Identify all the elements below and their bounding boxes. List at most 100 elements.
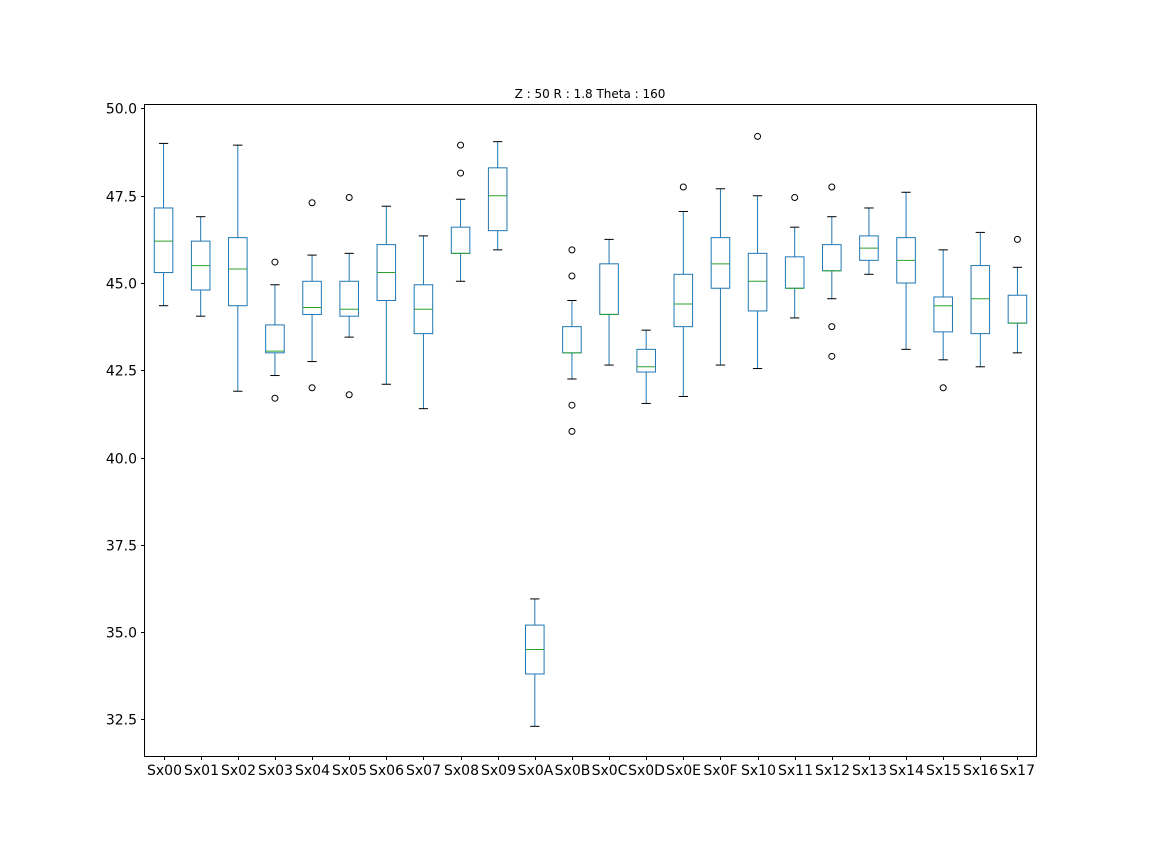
y-tick-label: 42.5 [106, 364, 137, 380]
box-sx0a [525, 598, 545, 727]
y-axis: 32.5 35.0 37.5 40.0 42.5 45.0 47.5 50.0 [106, 102, 145, 729]
outlier-point [754, 132, 762, 140]
y-tick-label: 32.5 [106, 713, 137, 729]
iqr-box [487, 167, 508, 232]
y-tick-label: 37.5 [106, 539, 137, 555]
iqr-box [673, 273, 694, 328]
iqr-box [302, 280, 322, 315]
outlier-point [828, 183, 836, 191]
outlier-point [271, 394, 279, 402]
x-tick-label: Sx17 [1000, 763, 1035, 779]
box-sx10 [747, 132, 768, 370]
iqr-box [562, 326, 582, 354]
y-tick-label: 45.0 [106, 277, 137, 293]
x-tick-label: Sx0C [592, 763, 628, 779]
x-tick-label: Sx16 [963, 763, 998, 779]
x-tick-label: Sx0B [555, 763, 591, 779]
box-sx0c [599, 238, 619, 366]
plot-area [153, 132, 1028, 727]
box-sx04 [302, 199, 322, 392]
x-tick-label: Sx00 [147, 763, 182, 779]
box-sx00 [153, 142, 174, 307]
outlier-point [568, 427, 576, 435]
x-tick-label: Sx08 [444, 763, 479, 779]
iqr-box [784, 256, 805, 289]
x-tick-label: Sx0E [666, 763, 701, 779]
outlier-point [568, 401, 576, 409]
x-tick-label: Sx14 [889, 763, 924, 779]
box-sx17 [1007, 235, 1028, 354]
x-tick-label: Sx06 [369, 763, 404, 779]
iqr-box [599, 263, 619, 315]
iqr-box [450, 226, 471, 254]
box-sx09 [487, 141, 508, 251]
x-tick-label: Sx09 [481, 763, 516, 779]
outlier-point [308, 384, 316, 392]
iqr-box [822, 244, 842, 272]
outlier-point [791, 194, 799, 202]
axes-frame [144, 104, 1037, 757]
iqr-box [228, 237, 248, 307]
iqr-box [153, 207, 174, 274]
iqr-box [1007, 294, 1028, 324]
box-sx07 [413, 235, 434, 410]
y-tick-label: 35.0 [106, 626, 137, 642]
x-tick-label: Sx01 [184, 763, 219, 779]
x-tick-label: Sx10 [741, 763, 776, 779]
box-sx08 [450, 141, 471, 282]
box-sx01 [190, 216, 211, 317]
x-tick-label: Sx0D [628, 763, 665, 779]
box-sx0d [636, 329, 656, 404]
chart-title: Z : 50 R : 1.8 Theta : 160 [515, 87, 666, 101]
box-sx03 [265, 258, 285, 402]
box-sx0e [673, 183, 694, 397]
outlier-point [457, 141, 465, 149]
x-tick-label: Sx15 [926, 763, 961, 779]
x-tick-label: Sx12 [815, 763, 850, 779]
outlier-point [679, 183, 687, 191]
outlier-point [457, 169, 465, 177]
x-tick-label: Sx13 [852, 763, 887, 779]
box-sx16 [970, 231, 991, 368]
box-sx06 [376, 205, 397, 385]
iqr-box [636, 348, 656, 373]
x-tick-label: Sx04 [295, 763, 330, 779]
outlier-point [345, 194, 353, 202]
outlier-point [568, 246, 576, 254]
x-tick-label: Sx11 [778, 763, 813, 779]
box-sx12 [822, 183, 842, 360]
box-sx15 [933, 249, 953, 392]
iqr-box [710, 237, 731, 289]
x-tick-label: Sx02 [221, 763, 256, 779]
iqr-box [747, 252, 768, 312]
x-tick-label: Sx0A [518, 763, 554, 779]
x-tick-label: Sx05 [332, 763, 367, 779]
outlier-point [345, 391, 353, 399]
x-tick-label: Sx03 [258, 763, 293, 779]
outlier-point [828, 323, 836, 331]
box-sx05 [339, 194, 359, 399]
iqr-box [339, 280, 359, 317]
box-sx0f [710, 188, 731, 366]
y-tick-label: 40.0 [106, 452, 137, 468]
iqr-box [265, 324, 285, 354]
box-sx11 [784, 194, 805, 319]
iqr-box [970, 265, 991, 335]
x-axis: Sx00 Sx01 Sx02 Sx03 Sx04 Sx05 Sx06 Sx07 Sx08 Sx09… [147, 756, 1035, 779]
outlier-point [271, 258, 279, 266]
box-sx13 [859, 207, 879, 275]
outlier-point [828, 352, 836, 360]
box-sx14 [896, 191, 916, 350]
y-tick-label: 47.5 [106, 190, 137, 206]
outlier-point [308, 199, 316, 207]
outlier-point [939, 384, 947, 392]
box-sx0b [562, 246, 582, 435]
box-sx02 [228, 144, 248, 392]
iqr-box [933, 296, 953, 333]
y-tick-label: 50.0 [106, 102, 137, 118]
x-tick-label: Sx07 [406, 763, 441, 779]
outlier-point [1013, 235, 1021, 243]
outlier-point [568, 272, 576, 280]
x-tick-label: Sx0F [703, 763, 737, 779]
